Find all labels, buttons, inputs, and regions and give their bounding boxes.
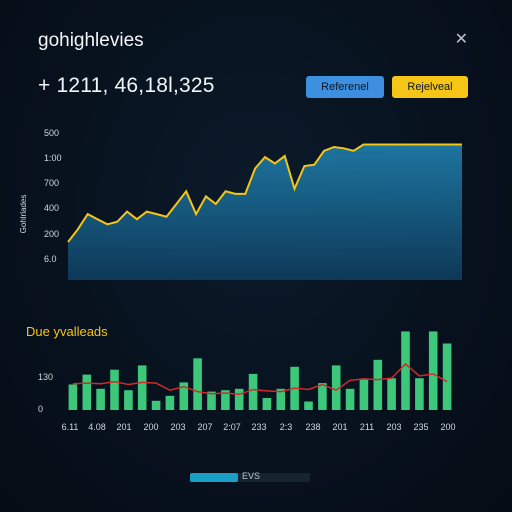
bar (428, 331, 438, 410)
bar (96, 388, 105, 410)
bar-x-tick-label: 2:07 (223, 422, 241, 432)
bar (68, 384, 78, 410)
area-series-line (67, 143, 462, 243)
bar (359, 378, 369, 410)
app-title: gohighlevies (38, 30, 144, 51)
bar-series-line (72, 362, 448, 396)
bar (304, 401, 313, 410)
bar-x-tick-label: 207 (197, 422, 212, 432)
bar (442, 343, 452, 410)
bar (207, 391, 216, 410)
bar-x-tick-label: 6.11 (62, 422, 79, 432)
bar-x-tick-label: 203 (170, 422, 185, 432)
bar (373, 359, 383, 410)
bar-chart: Due yvalleads 130 0 6.11 4.08 201 200 203 207 2… (26, 324, 456, 432)
bar-y-tick-label: 0 (38, 404, 43, 414)
legend-fill (190, 473, 238, 482)
legend-label: EVS (242, 471, 261, 481)
bar (415, 378, 424, 410)
bar-x-tick-label: 238 (305, 422, 320, 432)
bar (193, 358, 202, 410)
bar (165, 395, 175, 410)
bar (331, 365, 341, 410)
area-chart: 500 1:00 700 400 200 6.0 Gohlrlades (19, 128, 462, 280)
bar (124, 390, 133, 410)
legend-bar (190, 473, 310, 482)
area-y-tick-label: 400 (44, 203, 59, 213)
headline-metric: + 1211, 46,18l,325 (38, 74, 215, 97)
bar-x-tick-label: 201 (116, 422, 131, 432)
bar (262, 398, 272, 410)
area-chart-ylabel: Gohlrlades (19, 195, 28, 234)
bar-x-tick-label: 233 (251, 422, 266, 432)
bar (137, 365, 147, 410)
bar (318, 383, 327, 410)
bar-chart-title: Due yvalleads (26, 324, 108, 339)
area-y-tick-label: 200 (44, 229, 59, 239)
area-y-tick-label: 700 (44, 178, 59, 188)
bar (234, 388, 244, 410)
bar-x-tick-label: 200 (440, 422, 455, 432)
bar (401, 331, 410, 410)
area-y-tick-label: 6.0 (44, 254, 57, 264)
bar-x-tick-label: 201 (332, 422, 347, 432)
rejelveal-button[interactable]: Rejelveal (392, 76, 468, 98)
close-icon[interactable]: ✕ (454, 31, 468, 48)
bar (179, 382, 189, 410)
bar (276, 388, 286, 410)
bar-x-tick-label: 4.08 (88, 422, 106, 432)
area-series-fill (68, 144, 462, 280)
bar-x-tick-label: 203 (386, 422, 401, 432)
bar (151, 400, 161, 410)
bar (248, 373, 258, 410)
bar (221, 390, 230, 410)
referenel-button[interactable]: Referenel (306, 76, 384, 98)
bar (345, 388, 355, 410)
area-y-tick-label: 500 (44, 128, 59, 138)
bar-y-tick-label: 130 (38, 372, 53, 382)
bar-x-tick-label: 200 (143, 422, 158, 432)
bar-x-tick-label: 211 (360, 422, 374, 432)
bar-x-tick-label: 2:3 (280, 422, 293, 432)
bar (110, 369, 119, 410)
bar-x-tick-label: 235 (413, 422, 428, 432)
area-y-tick-label: 1:00 (44, 153, 62, 163)
bar (82, 374, 92, 410)
bar (387, 378, 396, 410)
